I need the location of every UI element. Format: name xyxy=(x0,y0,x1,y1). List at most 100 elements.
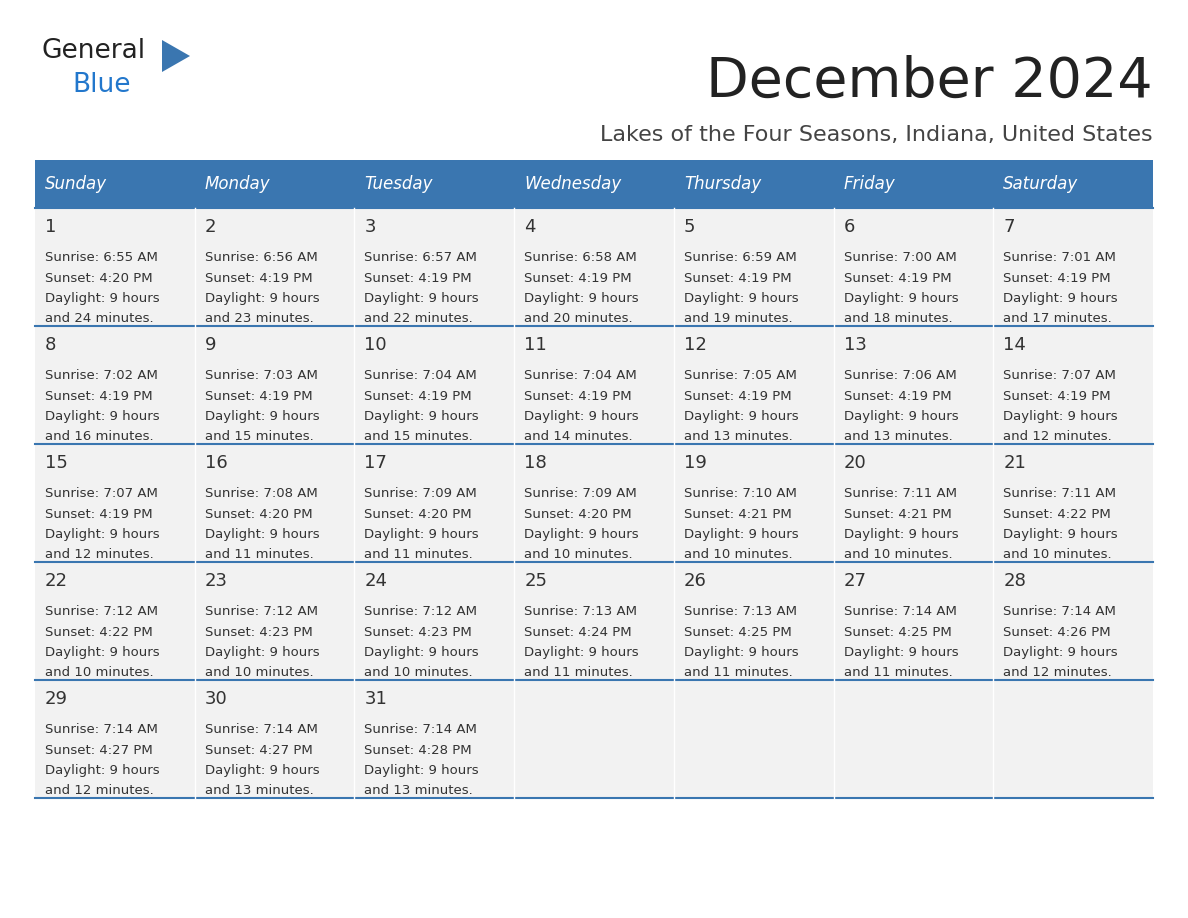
Bar xyxy=(195,160,354,208)
Text: and 10 minutes.: and 10 minutes. xyxy=(684,548,792,562)
Text: Sunset: 4:19 PM: Sunset: 4:19 PM xyxy=(843,389,952,402)
Text: Sunrise: 7:04 AM: Sunrise: 7:04 AM xyxy=(524,369,637,382)
Text: and 20 minutes.: and 20 minutes. xyxy=(524,312,633,326)
Text: 12: 12 xyxy=(684,336,707,354)
Text: 14: 14 xyxy=(1004,336,1026,354)
Text: 27: 27 xyxy=(843,572,866,590)
Text: Sunset: 4:19 PM: Sunset: 4:19 PM xyxy=(524,389,632,402)
Text: Sunrise: 7:14 AM: Sunrise: 7:14 AM xyxy=(45,723,158,736)
Text: Sunrise: 7:06 AM: Sunrise: 7:06 AM xyxy=(843,369,956,382)
Text: 16: 16 xyxy=(204,454,227,472)
Text: Daylight: 9 hours: Daylight: 9 hours xyxy=(524,410,639,423)
Text: Sunrise: 6:57 AM: Sunrise: 6:57 AM xyxy=(365,251,478,264)
Text: 7: 7 xyxy=(1004,218,1015,236)
Text: Lakes of the Four Seasons, Indiana, United States: Lakes of the Four Seasons, Indiana, Unit… xyxy=(600,125,1154,145)
Text: Sunset: 4:19 PM: Sunset: 4:19 PM xyxy=(204,389,312,402)
Text: 20: 20 xyxy=(843,454,866,472)
Text: 19: 19 xyxy=(684,454,707,472)
Text: Sunset: 4:19 PM: Sunset: 4:19 PM xyxy=(843,272,952,285)
Text: and 12 minutes.: and 12 minutes. xyxy=(1004,666,1112,679)
Text: Sunset: 4:23 PM: Sunset: 4:23 PM xyxy=(365,625,472,639)
Bar xyxy=(34,160,195,208)
Text: Sunrise: 7:02 AM: Sunrise: 7:02 AM xyxy=(45,369,158,382)
Text: and 11 minutes.: and 11 minutes. xyxy=(524,666,633,679)
Text: Daylight: 9 hours: Daylight: 9 hours xyxy=(365,764,479,777)
Text: and 22 minutes.: and 22 minutes. xyxy=(365,312,473,326)
Text: 8: 8 xyxy=(45,336,56,354)
Text: Daylight: 9 hours: Daylight: 9 hours xyxy=(524,528,639,541)
Text: Sunrise: 7:00 AM: Sunrise: 7:00 AM xyxy=(843,251,956,264)
Text: Daylight: 9 hours: Daylight: 9 hours xyxy=(684,646,798,659)
Text: 25: 25 xyxy=(524,572,548,590)
Text: Daylight: 9 hours: Daylight: 9 hours xyxy=(45,410,159,423)
Text: Sunrise: 7:07 AM: Sunrise: 7:07 AM xyxy=(1004,369,1117,382)
Text: 2: 2 xyxy=(204,218,216,236)
Text: Sunset: 4:19 PM: Sunset: 4:19 PM xyxy=(45,508,152,521)
Text: and 10 minutes.: and 10 minutes. xyxy=(843,548,953,562)
Bar xyxy=(34,444,195,562)
Text: 23: 23 xyxy=(204,572,228,590)
Text: 26: 26 xyxy=(684,572,707,590)
Text: Daylight: 9 hours: Daylight: 9 hours xyxy=(843,410,959,423)
Bar xyxy=(354,326,514,444)
Text: Sunset: 4:28 PM: Sunset: 4:28 PM xyxy=(365,744,472,756)
Text: and 12 minutes.: and 12 minutes. xyxy=(45,548,153,562)
Text: Sunrise: 7:12 AM: Sunrise: 7:12 AM xyxy=(45,605,158,618)
Text: and 15 minutes.: and 15 minutes. xyxy=(365,431,473,443)
Text: Sunday: Sunday xyxy=(45,175,107,193)
Text: and 13 minutes.: and 13 minutes. xyxy=(843,431,953,443)
Text: Sunrise: 7:09 AM: Sunrise: 7:09 AM xyxy=(365,487,478,500)
Text: 11: 11 xyxy=(524,336,546,354)
Text: Daylight: 9 hours: Daylight: 9 hours xyxy=(365,292,479,305)
Text: Sunset: 4:19 PM: Sunset: 4:19 PM xyxy=(1004,389,1111,402)
Bar xyxy=(674,444,834,562)
Text: and 17 minutes.: and 17 minutes. xyxy=(1004,312,1112,326)
Text: Daylight: 9 hours: Daylight: 9 hours xyxy=(684,528,798,541)
Text: Daylight: 9 hours: Daylight: 9 hours xyxy=(843,646,959,659)
Bar xyxy=(514,160,674,208)
Text: and 13 minutes.: and 13 minutes. xyxy=(204,785,314,798)
Text: and 10 minutes.: and 10 minutes. xyxy=(365,666,473,679)
Text: Friday: Friday xyxy=(843,175,896,193)
Text: Daylight: 9 hours: Daylight: 9 hours xyxy=(524,292,639,305)
Bar xyxy=(514,444,674,562)
Text: Sunset: 4:19 PM: Sunset: 4:19 PM xyxy=(684,389,791,402)
Text: Sunset: 4:26 PM: Sunset: 4:26 PM xyxy=(1004,625,1111,639)
Text: Sunset: 4:22 PM: Sunset: 4:22 PM xyxy=(1004,508,1111,521)
Text: Sunrise: 7:13 AM: Sunrise: 7:13 AM xyxy=(684,605,797,618)
Text: and 15 minutes.: and 15 minutes. xyxy=(204,431,314,443)
Bar xyxy=(195,208,354,326)
Text: 1: 1 xyxy=(45,218,56,236)
Bar xyxy=(195,562,354,680)
Text: 10: 10 xyxy=(365,336,387,354)
Bar xyxy=(354,680,514,798)
Text: and 24 minutes.: and 24 minutes. xyxy=(45,312,153,326)
Text: 4: 4 xyxy=(524,218,536,236)
Text: Sunrise: 7:11 AM: Sunrise: 7:11 AM xyxy=(843,487,956,500)
Bar xyxy=(34,208,195,326)
Bar xyxy=(354,208,514,326)
Bar xyxy=(993,326,1154,444)
Text: Sunset: 4:19 PM: Sunset: 4:19 PM xyxy=(365,272,472,285)
Bar xyxy=(514,562,674,680)
Text: Daylight: 9 hours: Daylight: 9 hours xyxy=(1004,410,1118,423)
Text: General: General xyxy=(42,38,146,64)
Text: Sunset: 4:20 PM: Sunset: 4:20 PM xyxy=(204,508,312,521)
Text: Daylight: 9 hours: Daylight: 9 hours xyxy=(45,764,159,777)
Text: and 18 minutes.: and 18 minutes. xyxy=(843,312,953,326)
Bar xyxy=(834,562,993,680)
Text: Sunrise: 7:14 AM: Sunrise: 7:14 AM xyxy=(843,605,956,618)
Text: Sunrise: 7:12 AM: Sunrise: 7:12 AM xyxy=(204,605,317,618)
Text: Daylight: 9 hours: Daylight: 9 hours xyxy=(45,528,159,541)
Text: Sunset: 4:20 PM: Sunset: 4:20 PM xyxy=(365,508,472,521)
Text: Daylight: 9 hours: Daylight: 9 hours xyxy=(204,646,320,659)
Text: Sunrise: 7:13 AM: Sunrise: 7:13 AM xyxy=(524,605,637,618)
Text: Sunrise: 7:03 AM: Sunrise: 7:03 AM xyxy=(204,369,317,382)
Text: and 23 minutes.: and 23 minutes. xyxy=(204,312,314,326)
Text: Sunset: 4:21 PM: Sunset: 4:21 PM xyxy=(684,508,791,521)
Text: Sunrise: 7:11 AM: Sunrise: 7:11 AM xyxy=(1004,487,1117,500)
Text: Sunrise: 7:01 AM: Sunrise: 7:01 AM xyxy=(1004,251,1117,264)
Text: and 13 minutes.: and 13 minutes. xyxy=(365,785,473,798)
Text: Sunrise: 7:09 AM: Sunrise: 7:09 AM xyxy=(524,487,637,500)
Bar xyxy=(993,160,1154,208)
